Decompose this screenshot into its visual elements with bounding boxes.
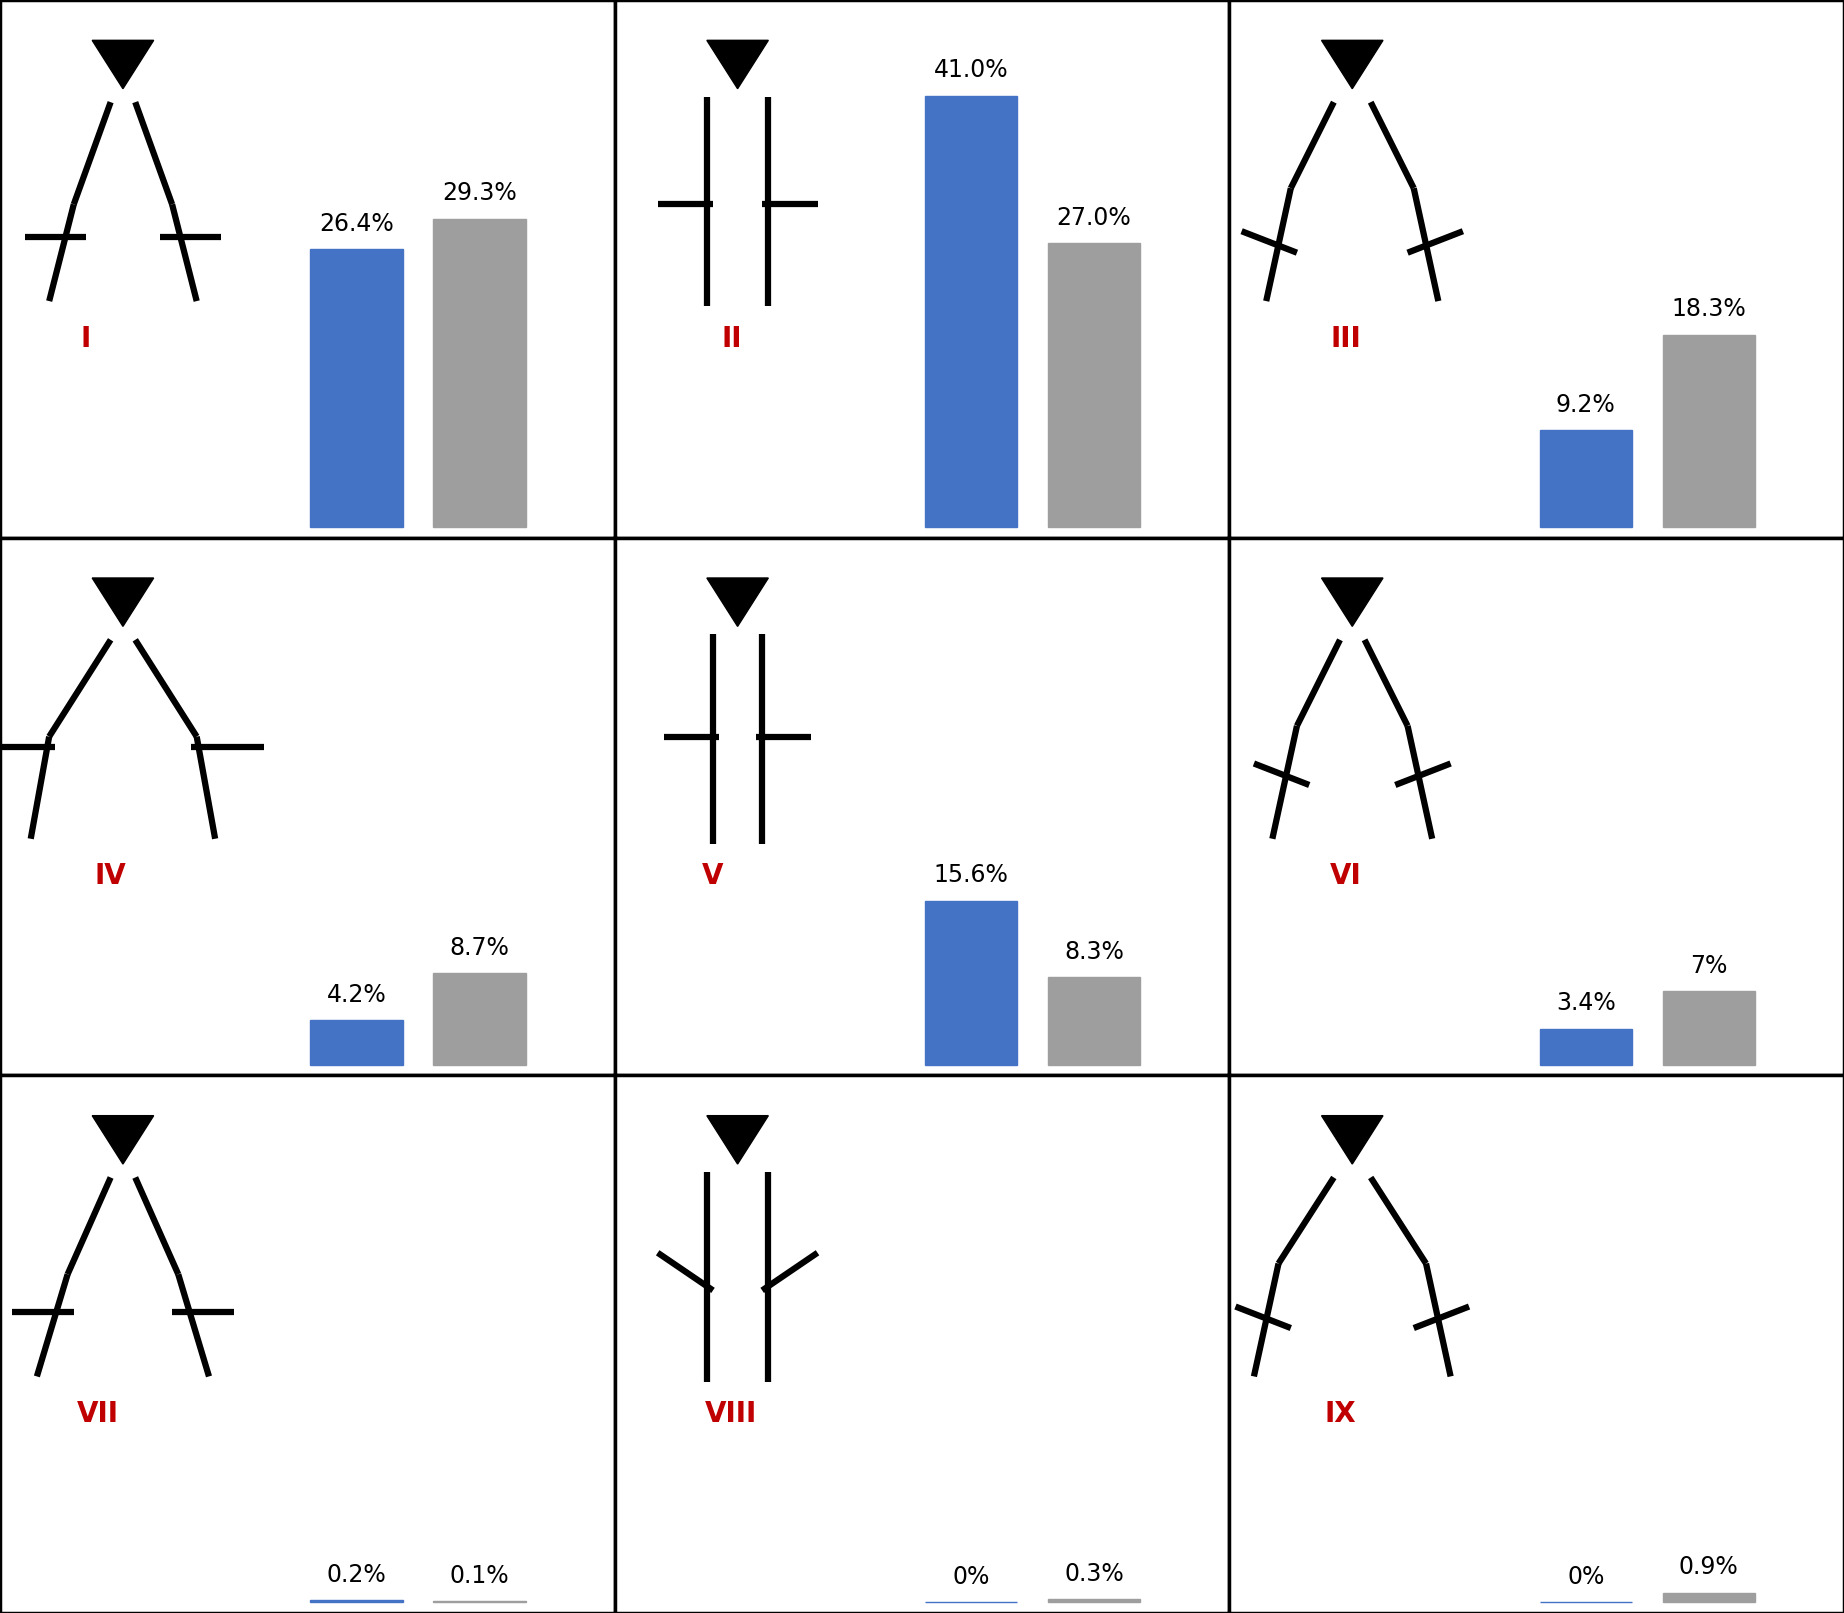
Text: III: III <box>1331 324 1361 353</box>
Text: 0.3%: 0.3% <box>1064 1561 1125 1586</box>
Bar <box>926 95 1018 527</box>
Text: 8.3%: 8.3% <box>1064 940 1125 965</box>
Bar <box>1047 1598 1140 1602</box>
Bar <box>1663 1592 1755 1602</box>
Text: 26.4%: 26.4% <box>319 211 395 235</box>
Text: 0.9%: 0.9% <box>1678 1555 1739 1579</box>
Bar <box>433 973 526 1065</box>
Polygon shape <box>706 577 769 626</box>
Bar <box>1663 334 1755 527</box>
Text: II: II <box>721 324 741 353</box>
Text: 0%: 0% <box>953 1565 990 1589</box>
Text: 3.4%: 3.4% <box>1556 992 1615 1016</box>
Text: I: I <box>81 324 90 353</box>
Text: 9.2%: 9.2% <box>1556 392 1615 416</box>
Text: 18.3%: 18.3% <box>1671 297 1746 321</box>
Bar <box>926 900 1018 1065</box>
Text: 0.1%: 0.1% <box>450 1563 509 1587</box>
Text: 8.7%: 8.7% <box>450 936 509 960</box>
Text: 15.6%: 15.6% <box>933 863 1009 887</box>
Bar <box>1540 431 1632 527</box>
Bar <box>310 1600 402 1602</box>
Text: VII: VII <box>77 1400 120 1428</box>
Polygon shape <box>92 40 153 89</box>
Text: 41.0%: 41.0% <box>933 58 1009 82</box>
Text: 7%: 7% <box>1691 953 1728 977</box>
Bar <box>310 250 402 527</box>
Text: IX: IX <box>1324 1400 1355 1428</box>
Polygon shape <box>1322 577 1383 626</box>
Bar <box>433 219 526 527</box>
Text: 27.0%: 27.0% <box>1057 205 1132 229</box>
Text: 0.2%: 0.2% <box>326 1563 387 1587</box>
Text: IV: IV <box>94 863 127 890</box>
Text: VIII: VIII <box>704 1400 758 1428</box>
Polygon shape <box>706 1116 769 1165</box>
Bar <box>1047 977 1140 1065</box>
Polygon shape <box>1322 40 1383 89</box>
Polygon shape <box>92 1116 153 1165</box>
Polygon shape <box>1322 1116 1383 1165</box>
Text: 29.3%: 29.3% <box>443 181 516 205</box>
Bar <box>1540 1029 1632 1065</box>
Text: 4.2%: 4.2% <box>326 982 387 1007</box>
Polygon shape <box>706 40 769 89</box>
Text: V: V <box>703 863 723 890</box>
Bar <box>1663 990 1755 1065</box>
Text: 0%: 0% <box>1567 1565 1604 1589</box>
Polygon shape <box>92 577 153 626</box>
Text: VI: VI <box>1330 863 1363 890</box>
Bar <box>1047 244 1140 527</box>
Bar <box>310 1021 402 1065</box>
